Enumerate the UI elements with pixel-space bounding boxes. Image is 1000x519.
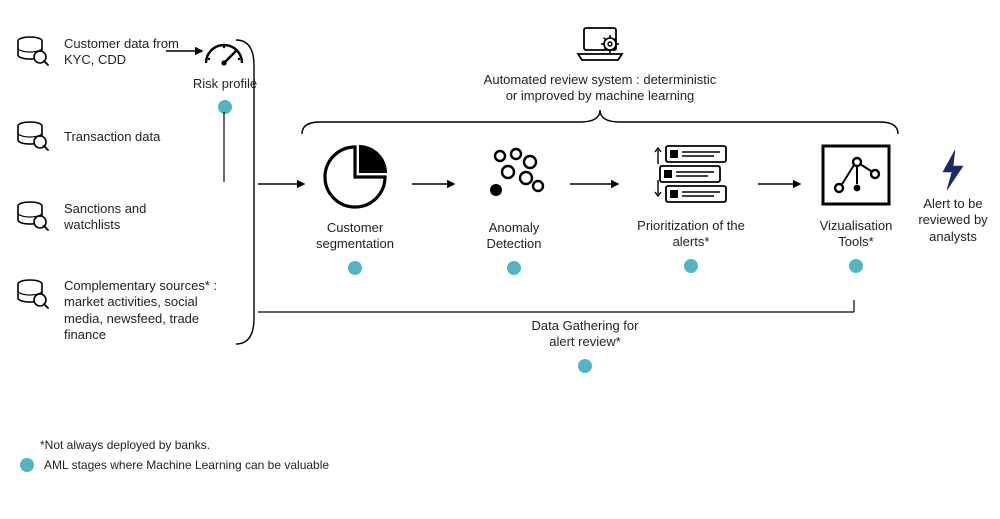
source-label-tx: Transaction data bbox=[64, 129, 194, 145]
output-line2: reviewed by bbox=[912, 212, 994, 228]
stage-anomaly: Anomaly Detection bbox=[460, 142, 568, 275]
data-gathering-line1: Data Gathering for bbox=[500, 318, 670, 334]
scatter-icon bbox=[478, 142, 550, 214]
database-icon bbox=[14, 200, 50, 234]
ml-dot bbox=[684, 259, 698, 273]
output-line3: analysts bbox=[912, 229, 994, 245]
pie-chart-icon bbox=[318, 140, 392, 214]
source-row-complementary: Complementary sources* : market activiti… bbox=[14, 278, 234, 343]
footnote-legend-row: AML stages where Machine Learning can be… bbox=[20, 458, 329, 472]
stage-prioritization-label: Prioritization of the alerts* bbox=[626, 218, 756, 251]
arrow-icon bbox=[412, 174, 460, 194]
arrow-icon bbox=[570, 174, 624, 194]
priority-list-icon bbox=[648, 140, 734, 214]
ml-dot bbox=[578, 359, 592, 373]
source-label-complementary: Complementary sources* : market activiti… bbox=[64, 278, 219, 343]
stage-visualisation-label: Vizualisation Tools* bbox=[804, 218, 908, 251]
database-icon bbox=[14, 120, 50, 154]
graph-frame-icon bbox=[817, 140, 895, 214]
ml-dot bbox=[20, 458, 34, 472]
arrow-icon bbox=[164, 39, 208, 99]
laptop-gear-icon bbox=[572, 22, 628, 66]
database-icon bbox=[14, 35, 50, 69]
bracket-icon bbox=[234, 36, 260, 348]
ml-dot bbox=[348, 261, 362, 275]
banner-line1: Automated review system : deterministic bbox=[460, 72, 740, 88]
banner-line2: or improved by machine learning bbox=[460, 88, 740, 104]
stage-segmentation: Customer segmentation bbox=[300, 140, 410, 275]
source-label-sanctions: Sanctions and watchlists bbox=[64, 201, 194, 234]
output-line1: Alert to be bbox=[912, 196, 994, 212]
lightning-icon bbox=[937, 148, 969, 192]
arrow-icon bbox=[758, 174, 806, 194]
stage-segmentation-label: Customer segmentation bbox=[300, 220, 410, 253]
data-gathering-block: Data Gathering for alert review* bbox=[500, 318, 670, 373]
automated-review-banner: Automated review system : deterministic … bbox=[460, 22, 740, 105]
stage-anomaly-label: Anomaly Detection bbox=[460, 220, 568, 253]
ml-dot bbox=[849, 259, 863, 273]
source-row-sanctions: Sanctions and watchlists bbox=[14, 200, 214, 234]
source-row-tx: Transaction data bbox=[14, 120, 214, 154]
brace-icon bbox=[300, 108, 900, 136]
database-icon bbox=[14, 278, 50, 312]
stage-visualisation: Vizualisation Tools* bbox=[804, 140, 908, 273]
footnote-asterisk: *Not always deployed by banks. bbox=[40, 438, 210, 452]
footnote-legend: AML stages where Machine Learning can be… bbox=[44, 458, 329, 472]
output-alert: Alert to be reviewed by analysts bbox=[912, 148, 994, 245]
connector-line bbox=[222, 112, 226, 182]
data-gathering-line2: alert review* bbox=[500, 334, 670, 350]
stage-prioritization: Prioritization of the alerts* bbox=[626, 140, 756, 273]
ml-dot bbox=[507, 261, 521, 275]
